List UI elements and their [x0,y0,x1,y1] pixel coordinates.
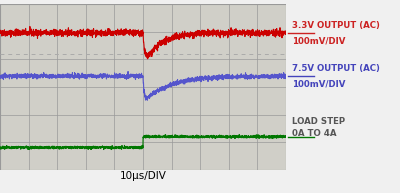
Text: LOAD STEP: LOAD STEP [292,117,345,126]
Text: 100mV/DIV: 100mV/DIV [292,36,345,45]
Text: 7.5V OUTPUT (AC): 7.5V OUTPUT (AC) [292,64,380,73]
Text: 0A TO 4A: 0A TO 4A [292,129,336,138]
Text: 3.3V OUTPUT (AC): 3.3V OUTPUT (AC) [292,21,380,30]
Text: 100mV/DIV: 100mV/DIV [292,79,345,88]
X-axis label: 10μs/DIV: 10μs/DIV [120,171,166,181]
